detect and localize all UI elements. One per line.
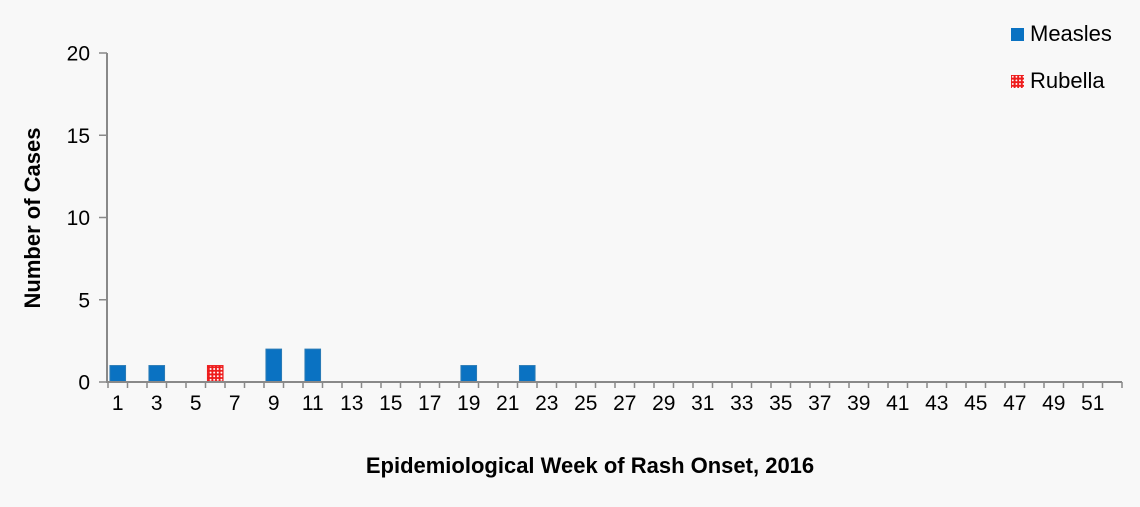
x-tick-label-week-7: 7 <box>229 392 241 415</box>
legend: Measles Rubella <box>1011 21 1112 94</box>
x-tick-label-week-39: 39 <box>847 392 870 415</box>
y-axis-ticks <box>99 52 107 383</box>
x-tick-label-week-1: 1 <box>112 392 124 415</box>
rubella-swatch-icon <box>1011 74 1024 88</box>
y-tick-label-15: 15 <box>67 125 90 148</box>
x-tick-label-week-51: 51 <box>1081 392 1104 415</box>
x-tick-label-week-47: 47 <box>1003 392 1026 415</box>
x-tick-label-week-5: 5 <box>190 392 202 415</box>
y-tick-label-20: 20 <box>67 43 90 66</box>
bar-measles-week-9 <box>265 348 283 383</box>
x-tick-label-week-19: 19 <box>457 392 480 415</box>
x-tick-label-week-15: 15 <box>379 392 402 415</box>
x-tick-label-week-37: 37 <box>808 392 831 415</box>
x-tick-label-week-49: 49 <box>1042 392 1065 415</box>
legend-item-measles: Measles <box>1011 21 1112 47</box>
bar-measles-week-3 <box>148 365 166 383</box>
x-tick-label-week-45: 45 <box>964 392 987 415</box>
x-axis-title: Epidemiological Week of Rash Onset, 2016 <box>365 453 815 478</box>
x-tick-label-week-17: 17 <box>418 392 441 415</box>
x-tick-label-week-11: 11 <box>302 392 324 415</box>
x-tick-label-week-35: 35 <box>769 392 792 415</box>
x-axis-ticks <box>107 382 1123 388</box>
x-tick-label-week-3: 3 <box>151 392 163 415</box>
x-tick-labels: 1 3 5 7 9 11 13 15 17 19 21 23 25 27 29 31 33 35 37 39 41 43 4… <box>112 392 1105 415</box>
x-tick-label-week-21: 21 <box>496 392 519 415</box>
x-tick-label-week-27: 27 <box>613 392 636 415</box>
legend-label-measles: Measles <box>1030 21 1112 46</box>
x-tick-label-week-33: 33 <box>730 392 753 415</box>
x-tick-label-week-41: 41 <box>886 392 909 415</box>
measles-swatch-icon <box>1011 27 1024 41</box>
x-tick-label-week-29: 29 <box>652 392 675 415</box>
bars-layer <box>109 348 536 383</box>
legend-item-rubella: Rubella <box>1011 68 1112 94</box>
x-tick-label-week-25: 25 <box>574 392 597 415</box>
bar-measles-week-19 <box>460 365 478 383</box>
y-tick-labels: 0 5 10 15 20 <box>67 43 90 395</box>
y-tick-label-10: 10 <box>67 207 90 230</box>
bar-rubella-week-6 <box>206 365 224 383</box>
legend-label-rubella: Rubella <box>1030 68 1105 93</box>
x-tick-label-week-23: 23 <box>535 392 558 415</box>
y-tick-label-0: 0 <box>78 372 90 395</box>
x-tick-label-week-31: 31 <box>691 392 714 415</box>
axes-layer <box>106 53 1122 383</box>
bar-measles-week-11 <box>304 348 322 383</box>
bar-measles-week-1 <box>109 365 127 383</box>
x-tick-label-week-9: 9 <box>268 392 280 415</box>
x-tick-label-week-43: 43 <box>925 392 948 415</box>
bar-measles-week-22 <box>518 365 536 383</box>
x-tick-label-week-13: 13 <box>340 392 363 415</box>
y-axis-title: Number of Cases <box>20 127 45 309</box>
y-tick-label-5: 5 <box>78 289 90 312</box>
